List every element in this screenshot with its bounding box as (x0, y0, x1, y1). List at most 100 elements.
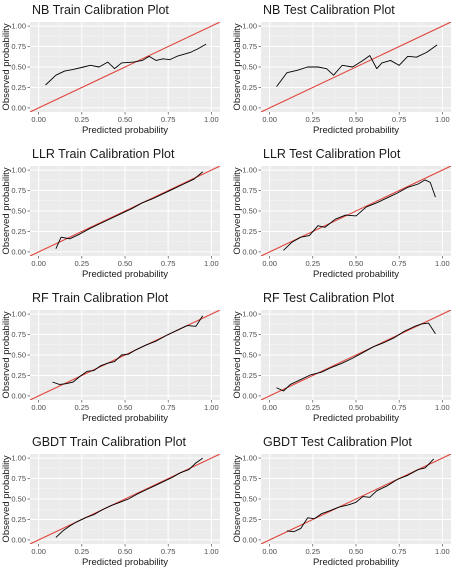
x-tick-label: 1.00 (204, 403, 219, 412)
x-tick-label: 0.50 (349, 547, 364, 556)
y-tick-label: 0.75 (11, 474, 26, 483)
x-tick-label: 0.50 (349, 115, 364, 124)
x-tick-label: 0.00 (31, 547, 46, 556)
x-tick-label: 0.50 (118, 403, 133, 412)
x-tick-label: 0.75 (392, 259, 407, 268)
calibration-chart-5: 0.00 0.25 0.50 0.75 1.00 0.00 0.25 0.50 0.75 1.00… (1, 291, 220, 424)
y-axis-label: Observed probability (232, 167, 243, 254)
y-tick-label: 0.25 (11, 371, 26, 380)
y-tick-label: 0.00 (11, 392, 26, 401)
y-axis-label: Observed probability (1, 167, 12, 254)
x-tick-label: 1.00 (435, 403, 450, 412)
y-tick-label: 0.50 (242, 351, 257, 360)
calibration-panel-8: 0.00 0.25 0.50 0.75 1.00 0.00 0.25 0.50 0.75 1.00… (231, 432, 461, 576)
y-axis-label: Observed probability (1, 23, 12, 110)
x-tick-label: 0.75 (161, 403, 176, 412)
reference-diagonal-line (30, 454, 220, 544)
y-tick-label: 0.25 (242, 227, 257, 236)
y-tick-label: 0.25 (11, 515, 26, 524)
calibration-series-line (55, 457, 203, 538)
y-tick-label: 0.75 (242, 42, 257, 51)
x-tick-label: 0.00 (262, 547, 277, 556)
y-tick-label: 1.00 (242, 22, 257, 31)
x-tick-label: 0.50 (118, 115, 133, 124)
calibration-chart-2: 0.00 0.25 0.50 0.75 1.00 0.00 0.25 0.50 0.75 1.00… (232, 3, 451, 136)
calibration-series-line (276, 322, 436, 392)
calibration-chart-4: 0.00 0.25 0.50 0.75 1.00 0.00 0.25 0.50 0.75 1.00… (232, 147, 451, 280)
x-tick-label: 1.00 (435, 259, 450, 268)
x-tick-label: 0.50 (349, 403, 364, 412)
y-tick-label: 0.50 (242, 63, 257, 72)
x-tick-label: 0.25 (306, 259, 321, 268)
calibration-panel-5: 0.00 0.25 0.50 0.75 1.00 0.00 0.25 0.50 0.75 1.00… (0, 288, 230, 432)
y-tick-label: 0.50 (242, 207, 257, 216)
x-tick-label: 0.50 (118, 259, 133, 268)
y-tick-label: 1.00 (242, 166, 257, 175)
y-tick-label: 0.25 (242, 515, 257, 524)
x-tick-label: 0.25 (306, 547, 321, 556)
x-tick-label: 0.75 (392, 403, 407, 412)
calibration-chart-6: 0.00 0.25 0.50 0.75 1.00 0.00 0.25 0.50 0.75 1.00… (232, 291, 451, 424)
reference-diagonal-line (261, 22, 451, 112)
chart-title: GBDT Test Calibration Plot (263, 435, 412, 449)
x-tick-label: 0.25 (306, 403, 321, 412)
y-tick-label: 1.00 (11, 454, 26, 463)
x-axis-label: Predicted probability (82, 557, 168, 568)
x-tick-label: 0.00 (262, 403, 277, 412)
y-tick-label: 0.00 (242, 104, 257, 113)
y-tick-label: 1.00 (11, 310, 26, 319)
x-tick-label: 0.00 (262, 115, 277, 124)
calibration-chart-8: 0.00 0.25 0.50 0.75 1.00 0.00 0.25 0.50 0.75 1.00… (232, 435, 451, 568)
y-tick-label: 0.50 (11, 495, 26, 504)
calibration-panel-3: 0.00 0.25 0.50 0.75 1.00 0.00 0.25 0.50 0.75 1.00… (0, 144, 230, 288)
y-tick-label: 0.00 (11, 536, 26, 545)
x-tick-label: 1.00 (204, 547, 219, 556)
calibration-series-line (52, 315, 204, 385)
x-tick-label: 0.00 (31, 115, 46, 124)
reference-diagonal-line (30, 166, 220, 256)
x-tick-label: 0.75 (392, 115, 407, 124)
y-tick-label: 0.50 (11, 207, 26, 216)
y-tick-label: 0.00 (242, 536, 257, 545)
chart-title: LLR Test Calibration Plot (263, 147, 401, 161)
y-tick-label: 0.75 (242, 474, 257, 483)
calibration-panel-7: 0.00 0.25 0.50 0.75 1.00 0.00 0.25 0.50 0.75 1.00… (0, 432, 230, 576)
y-tick-label: 1.00 (11, 22, 26, 31)
y-axis-label: Observed probability (1, 455, 12, 542)
y-tick-label: 0.00 (11, 104, 26, 113)
calibration-series-line (276, 44, 438, 87)
calibration-panel-4: 0.00 0.25 0.50 0.75 1.00 0.00 0.25 0.50 0.75 1.00… (231, 144, 461, 288)
y-tick-label: 0.25 (11, 83, 26, 92)
x-axis-label: Predicted probability (82, 125, 168, 136)
chart-title: NB Test Calibration Plot (263, 3, 395, 17)
y-tick-label: 0.50 (242, 495, 257, 504)
y-tick-label: 0.75 (11, 186, 26, 195)
y-tick-label: 0.50 (11, 351, 26, 360)
x-tick-label: 0.50 (349, 259, 364, 268)
y-tick-label: 1.00 (242, 310, 257, 319)
x-tick-label: 0.25 (75, 259, 90, 268)
y-tick-label: 0.00 (242, 392, 257, 401)
x-tick-label: 1.00 (204, 259, 219, 268)
chart-title: GBDT Train Calibration Plot (32, 435, 187, 449)
x-tick-label: 0.25 (75, 115, 90, 124)
chart-title: NB Train Calibration Plot (32, 3, 169, 17)
x-tick-label: 0.00 (262, 259, 277, 268)
y-axis-label: Observed probability (1, 311, 12, 398)
x-tick-label: 0.50 (118, 547, 133, 556)
y-tick-label: 0.25 (242, 83, 257, 92)
y-axis-label: Observed probability (232, 455, 243, 542)
y-tick-label: 0.75 (11, 330, 26, 339)
y-tick-label: 0.75 (11, 42, 26, 51)
calibration-series-line (55, 171, 204, 249)
y-axis-label: Observed probability (232, 311, 243, 398)
calibration-series-line (283, 179, 436, 251)
x-tick-label: 0.75 (161, 115, 176, 124)
y-tick-label: 0.50 (11, 63, 26, 72)
x-axis-label: Predicted probability (313, 413, 399, 424)
calibration-chart-1: 0.00 0.25 0.50 0.75 1.00 0.00 0.25 0.50 0.75 1.00… (1, 3, 220, 136)
x-axis-label: Predicted probability (82, 413, 168, 424)
x-tick-label: 0.00 (31, 403, 46, 412)
y-tick-label: 0.25 (242, 371, 257, 380)
y-axis-label: Observed probability (232, 23, 243, 110)
